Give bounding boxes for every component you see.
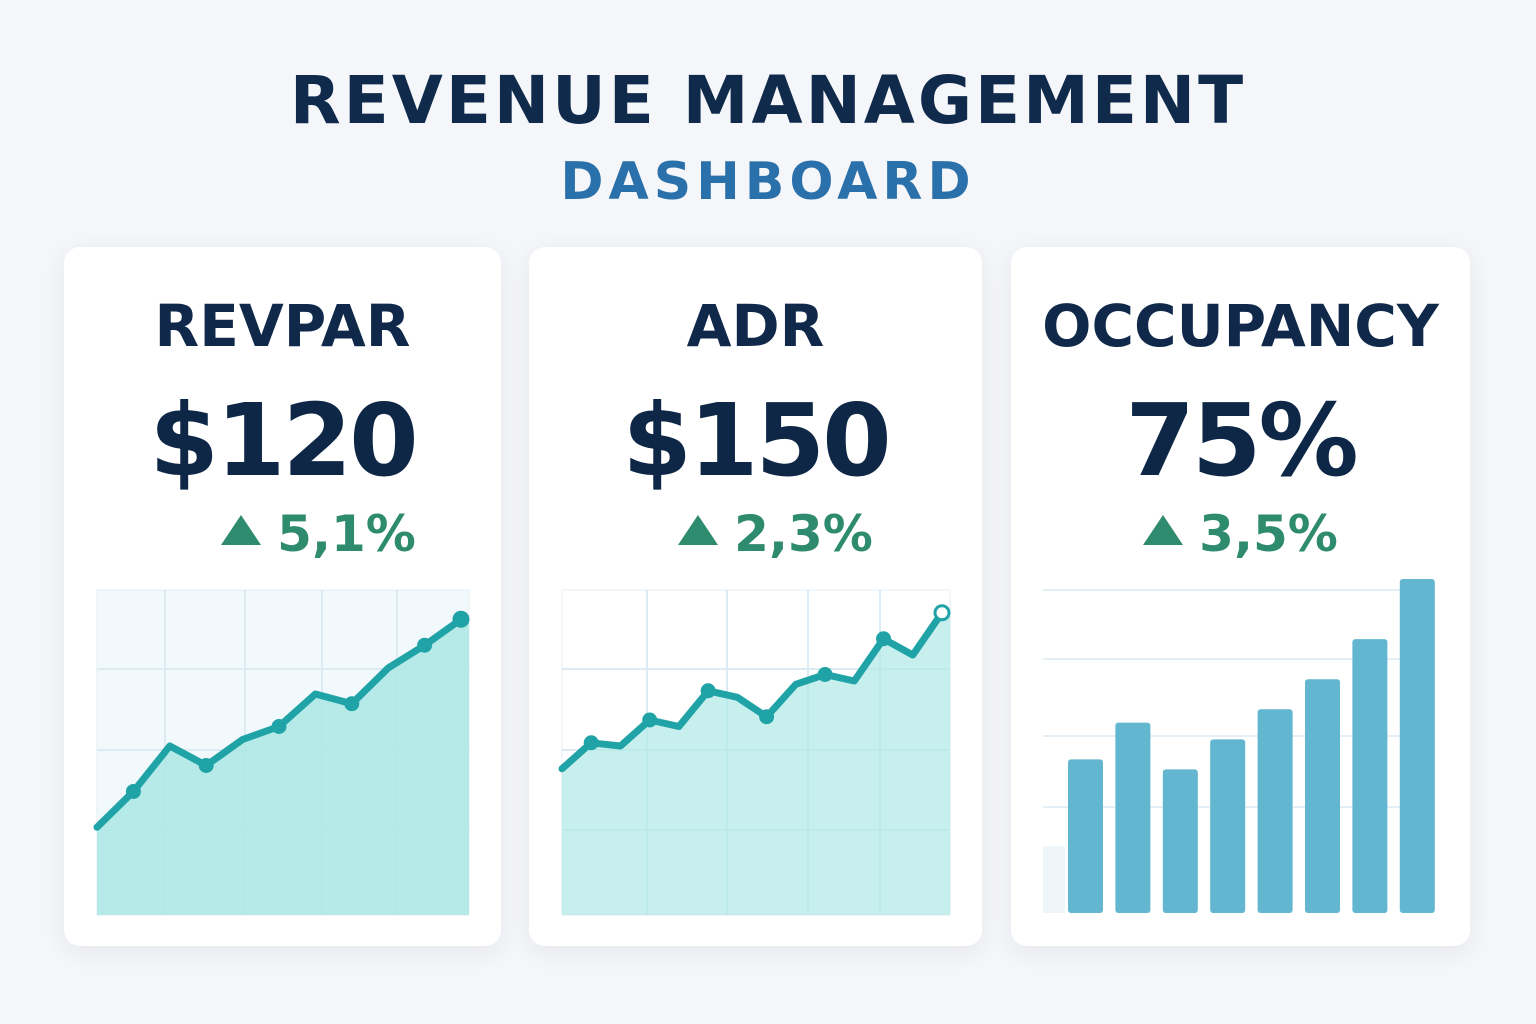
bar — [1305, 679, 1340, 913]
series-line — [558, 609, 946, 773]
page-subtitle: DASHBOARD — [560, 152, 976, 212]
data-point — [417, 637, 433, 653]
occupancy-change: 3,5% — [1011, 505, 1470, 563]
adr-title: ADR — [686, 292, 825, 360]
bar — [1352, 639, 1388, 913]
triangle-up-icon — [221, 515, 262, 545]
area-fill — [97, 619, 469, 915]
bar — [1210, 739, 1246, 913]
adr-change: 2,3% — [549, 505, 1002, 563]
bar — [1115, 722, 1151, 913]
revpar-title: REVPAR — [154, 292, 411, 360]
adr-change-text: 2,3% — [734, 505, 873, 563]
bar — [1399, 579, 1435, 913]
data-point — [198, 758, 214, 773]
bar — [1043, 846, 1065, 913]
triangle-up-icon — [678, 515, 719, 545]
bar — [1068, 759, 1103, 913]
revpar-value: $120 — [149, 382, 418, 499]
data-point — [125, 784, 141, 799]
page-title: REVENUE MANAGEMENT — [289, 62, 1247, 139]
revpar-change-text: 5,1% — [277, 505, 416, 563]
data-point — [759, 709, 775, 725]
data-point — [933, 604, 951, 622]
data-point — [452, 610, 470, 628]
data-point — [876, 631, 892, 647]
data-point — [344, 696, 360, 712]
occupancy-title: OCCUPANCY — [1042, 292, 1439, 360]
data-point — [700, 683, 716, 699]
bar — [1162, 769, 1198, 913]
revpar-change: 5,1% — [100, 505, 537, 563]
occupancy-change-text: 3,5% — [1199, 505, 1338, 563]
triangle-up-icon — [1143, 515, 1184, 545]
data-point — [271, 719, 287, 734]
adr-value: $150 — [622, 382, 891, 499]
data-point — [817, 667, 833, 682]
data-point — [642, 712, 658, 728]
area-fill — [562, 612, 950, 915]
data-point — [583, 735, 599, 751]
occupancy-value: 75% — [1125, 382, 1358, 499]
bar — [1257, 709, 1293, 913]
